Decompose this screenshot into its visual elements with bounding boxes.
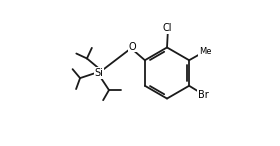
Text: Br: Br — [198, 90, 208, 100]
Text: Si: Si — [95, 68, 104, 78]
Text: Me: Me — [199, 47, 211, 56]
Text: O: O — [129, 42, 136, 52]
Text: Cl: Cl — [163, 24, 172, 33]
